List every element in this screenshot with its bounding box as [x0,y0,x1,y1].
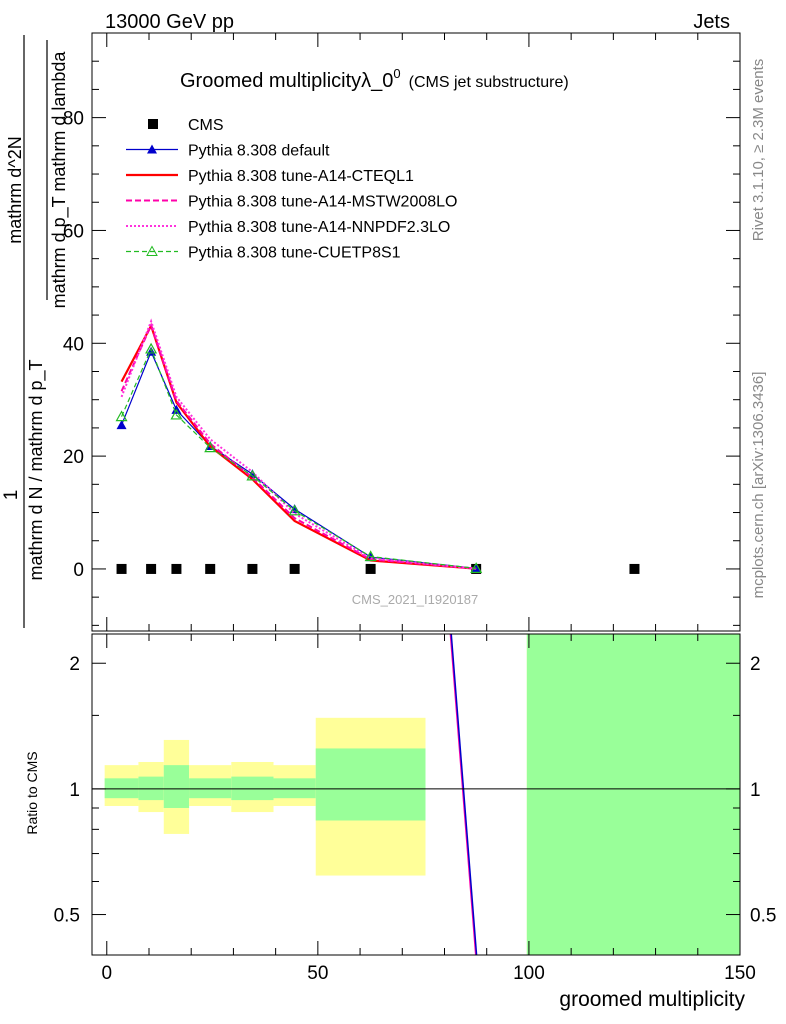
main-y-tick-label: 0 [73,560,84,581]
y-label-inner-numerator: mathrm d^2N [5,136,25,243]
ratio-inner-band [189,778,232,799]
ratio-x-tick-label: 50 [307,963,328,984]
legend-entry-label: Pythia 8.308 tune-CUETP8S1 [188,245,401,262]
ratio-panel-frame [91,633,741,956]
legend-entry-label: Pythia 8.308 default [188,143,330,160]
legend-entry-label: Pythia 8.308 tune-A14-NNPDF2.3LO [188,219,450,236]
ratio-inner-band [231,776,274,801]
plot-title: Groomed multiplicityλ_00 (CMS jet substru… [180,66,569,92]
series-line [121,347,477,569]
cms-data-point [116,563,127,574]
series-marker [170,408,183,420]
series-marker [470,562,483,573]
cms-data-point [629,563,640,574]
y-label-inner-denominator: mathrm d p_T mathrm d lambda [49,51,70,309]
main-y-tick-label: 40 [63,334,84,355]
series-marker [288,504,301,516]
cms-data-point [365,563,376,574]
series-line [120,318,477,570]
header-energy-label: 13000 GeV pp [105,11,234,33]
series-line [120,322,477,570]
series-marker [115,410,128,422]
plot-title-superscript: 0 [393,66,400,81]
ratio-x-tick-label: 100 [513,963,545,984]
series-line [120,322,477,570]
legend-marker-cms [148,119,158,129]
main-y-tick-label: 80 [63,109,84,130]
y-label-numerator-one: 1 [1,490,22,501]
ratio-y-ticks: 0.5 0.5 1 1 2 2 [54,654,777,926]
ratio-x-tick-label: 0 [101,963,112,984]
main-series-group [115,318,640,574]
y-label-denominator: mathrm d N / mathrm d p_T [26,359,47,580]
ratio-x-tick-label: 150 [724,963,756,984]
legend-marker [146,245,158,256]
ratio-y-tick-label: 2 [69,654,80,675]
ratio-lines [449,633,478,956]
ratio-inner-band [315,748,426,821]
ratio-y-tick-label-right: 1 [750,780,761,801]
x-axis-label: groomed multiplicity [559,988,745,1011]
ratio-inner-band [526,634,740,955]
legend-entry-label: Pythia 8.308 tune-A14-CTEQL1 [188,168,414,185]
main-y-ticks: 0 20 40 60 80 [63,60,740,626]
ratio-inner-band [163,765,190,808]
watermark-label: CMS_2021_I1920187 [352,592,479,607]
legend-marker [147,144,157,154]
ratio-inner-band [273,778,316,799]
ratio-y-tick-label-right: 0.5 [750,906,776,927]
cms-data-point [247,563,258,574]
header-jets-label: Jets [693,11,730,33]
main-x-ticks [106,33,741,631]
plot-title-main: Groomed multiplicityλ_0 [180,70,393,92]
cms-data-point [289,563,300,574]
plot-title-sub: (CMS jet substructure) [409,74,569,91]
series-marker [364,550,377,562]
ratio-inner-band [138,776,164,801]
ratio-y-axis-label: Ratio to CMS [24,751,40,834]
series-marker [204,441,217,453]
ratio-panel: 0.5 0.5 1 1 2 2 0 50 100 150 Ratio to CMS groome… [24,633,777,1011]
ratio-x-ticks: 0 50 100 150 [101,634,756,984]
series-marker [246,469,259,481]
ratio-y-tick-label: 1 [69,780,80,801]
legend-entry-label: CMS [188,117,224,134]
series-marker [116,420,127,430]
cms-data-point [146,563,157,574]
legend: CMS Pythia 8.308 default Pythia 8.308 tune… [126,117,457,262]
ratio-y-tick-label: 0.5 [54,906,80,927]
ratio-y-tick-label-right: 2 [750,654,761,675]
ratio-inner-band [104,778,139,799]
main-y-tick-label: 20 [63,447,84,468]
cms-data-point [171,563,182,574]
main-panel-frame [91,32,741,632]
series-marker [145,342,158,354]
rivet-version-label: Rivet 3.1.10, ≥ 2.3M events [750,59,767,242]
ratio-series-line [449,633,477,956]
ratio-bands [104,634,740,955]
main-y-tick-label: 60 [63,221,84,242]
mcplots-label: mcplots.cern.ch [arXiv:1306.3436] [750,372,767,599]
ratio-series-line [450,633,478,956]
cms-data-point [205,563,216,574]
series-line [120,350,477,569]
main-y-axis-label: 1 mathrm d N / mathrm d p_T mathrm d^2N … [1,35,70,628]
legend-entry-label: Pythia 8.308 tune-A14-MSTW2008LO [188,194,457,211]
